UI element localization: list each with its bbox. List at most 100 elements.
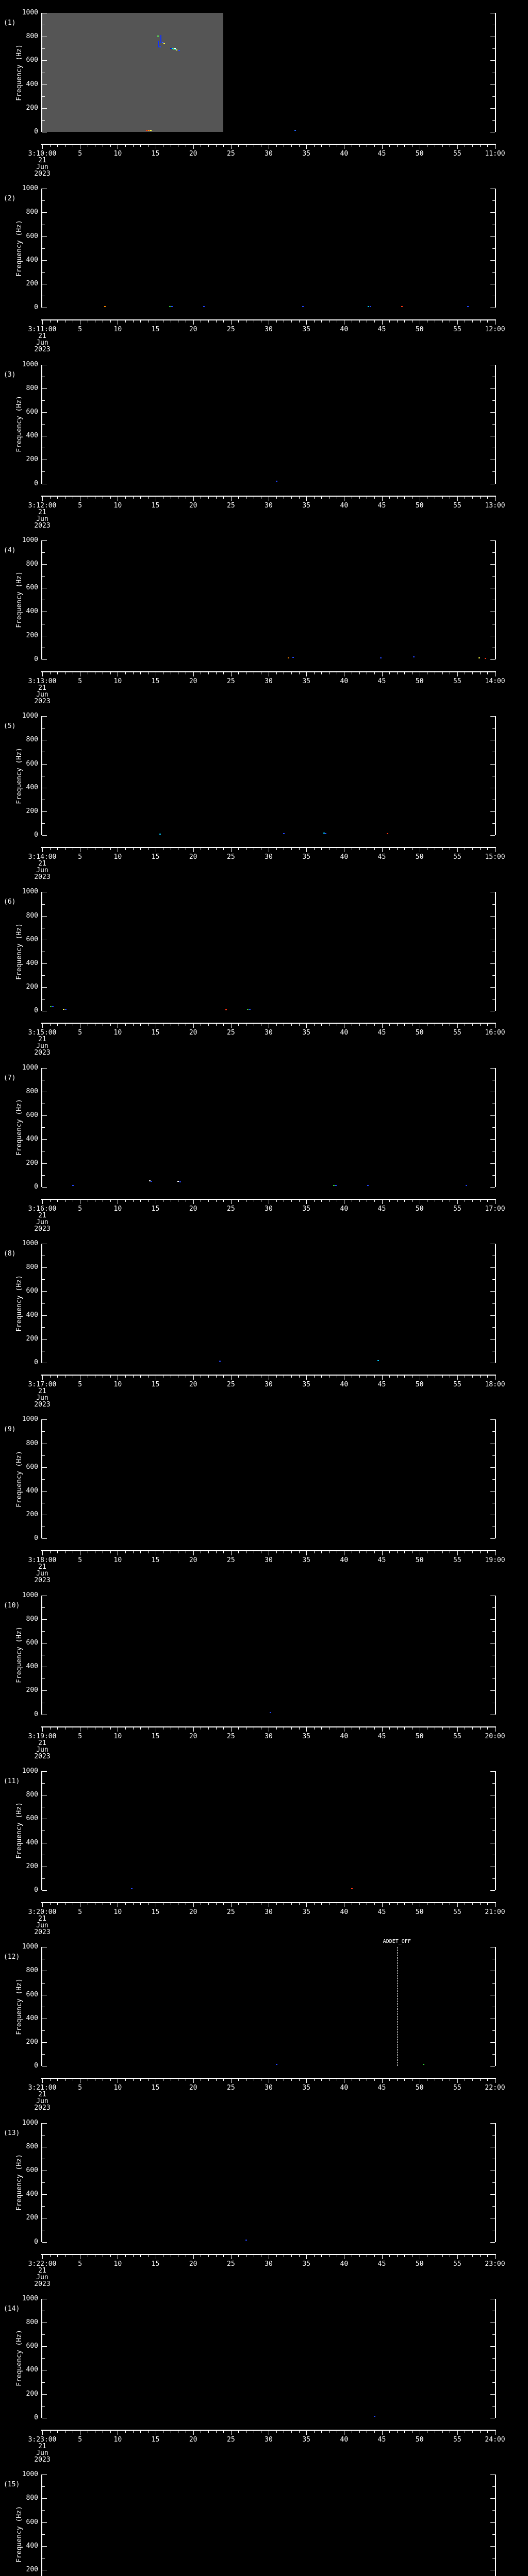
y-tick [42, 823, 45, 824]
y-tick-right [492, 823, 495, 824]
data-point [150, 129, 152, 131]
x-start-time-label: 3:13:00 [28, 677, 57, 685]
x-tick [472, 2430, 473, 2433]
x-tick [442, 2079, 443, 2081]
x-tick [291, 145, 292, 147]
x-tick [389, 1199, 390, 1202]
x-tick-label: 55 [453, 2260, 461, 2268]
y-tick-label: 1000 [22, 1415, 38, 1423]
x-tick [110, 1727, 111, 1730]
y-axis [41, 1067, 42, 1187]
x-tick [306, 2430, 307, 2435]
x-axis [41, 1902, 496, 1903]
y-tick [42, 1982, 45, 1984]
y-tick-right [490, 2194, 495, 2195]
x-end-time-label: 15:00 [485, 853, 505, 861]
y-tick-right [492, 1431, 495, 1432]
x-tick-label: 30 [265, 853, 273, 861]
x-tick [359, 2430, 360, 2433]
x-tick [299, 848, 300, 851]
x-start-time-label: 3:12:00 [28, 501, 57, 510]
x-tick-label: 30 [265, 1732, 273, 1740]
x-tick [389, 672, 390, 674]
x-tick [133, 1024, 134, 1026]
x-tick [57, 1727, 58, 1730]
y-tick-right [490, 2346, 495, 2347]
y-axis-right [495, 364, 496, 484]
x-tick-label: 30 [265, 2435, 273, 2444]
x-tick [487, 1551, 488, 1554]
y-tick-label: 400 [26, 80, 38, 88]
x-tick [487, 1024, 488, 1026]
x-tick [140, 1903, 141, 1905]
x-tick [216, 320, 217, 323]
x-tick [276, 1551, 277, 1554]
date-label: Jun [36, 1218, 48, 1226]
y-axis-right [495, 2298, 496, 2418]
y-tick-label: 600 [26, 2518, 38, 2526]
x-tick [404, 848, 405, 851]
x-tick-label: 20 [189, 1029, 197, 1037]
x-tick [314, 145, 315, 147]
x-tick [495, 2079, 496, 2083]
x-tick-label: 50 [415, 1908, 424, 1916]
x-tick [57, 496, 58, 499]
x-tick [457, 496, 458, 501]
y-tick-right [490, 2123, 495, 2124]
x-tick-label: 45 [377, 1029, 386, 1037]
x-axis [41, 319, 496, 321]
x-tick-label: 55 [453, 1732, 461, 1740]
x-tick [397, 496, 398, 499]
x-tick [442, 145, 443, 147]
x-end-time-label: 24:00 [485, 2435, 505, 2444]
x-tick [382, 320, 383, 325]
x-tick [291, 1024, 292, 1026]
data-point [323, 833, 325, 834]
y-tick-label: 400 [26, 1838, 38, 1846]
x-tick [382, 1903, 383, 1907]
y-tick [42, 2486, 45, 2487]
x-tick-label: 55 [453, 2084, 461, 2092]
x-tick [133, 1727, 134, 1730]
data-point [174, 49, 176, 50]
x-tick [382, 1727, 383, 1732]
data-point [484, 657, 486, 659]
x-tick [193, 1903, 194, 1907]
data-point [145, 130, 147, 131]
data-point [333, 1184, 335, 1186]
date-label: Jun [36, 339, 48, 347]
y-tick-right [492, 424, 495, 425]
y-tick-right [490, 811, 495, 812]
y-tick-label: 0 [34, 1007, 38, 1015]
x-tick [442, 1551, 443, 1554]
x-tick [230, 320, 232, 325]
x-tick-label: 25 [227, 150, 235, 158]
x-tick [306, 848, 307, 853]
x-tick [472, 1551, 473, 1554]
y-tick-label: 800 [26, 1791, 38, 1799]
x-axis [41, 1198, 496, 1200]
y-axis-right [495, 1244, 496, 1363]
event-marker-line [397, 1947, 398, 2066]
x-tick [140, 320, 141, 323]
x-tick-label: 30 [265, 2260, 273, 2268]
x-tick [389, 1376, 390, 1378]
x-tick [140, 145, 141, 147]
panel-number: (4) [4, 546, 16, 554]
x-tick [314, 1903, 315, 1905]
x-tick [480, 1024, 481, 1026]
x-tick-label: 15 [151, 1556, 160, 1565]
x-tick [314, 320, 315, 323]
y-tick [42, 1279, 45, 1280]
data-point [52, 1006, 54, 1008]
x-tick-label: 40 [340, 1205, 349, 1213]
x-tick [374, 320, 375, 323]
y-tick [42, 2394, 47, 2395]
x-tick [216, 145, 217, 147]
date-label: 2023 [34, 2280, 51, 2288]
x-tick-label: 25 [227, 1732, 235, 1740]
x-tick [321, 1024, 322, 1026]
x-tick [306, 496, 307, 501]
date-label: Jun [36, 2273, 48, 2281]
x-tick-label: 50 [415, 1381, 424, 1389]
